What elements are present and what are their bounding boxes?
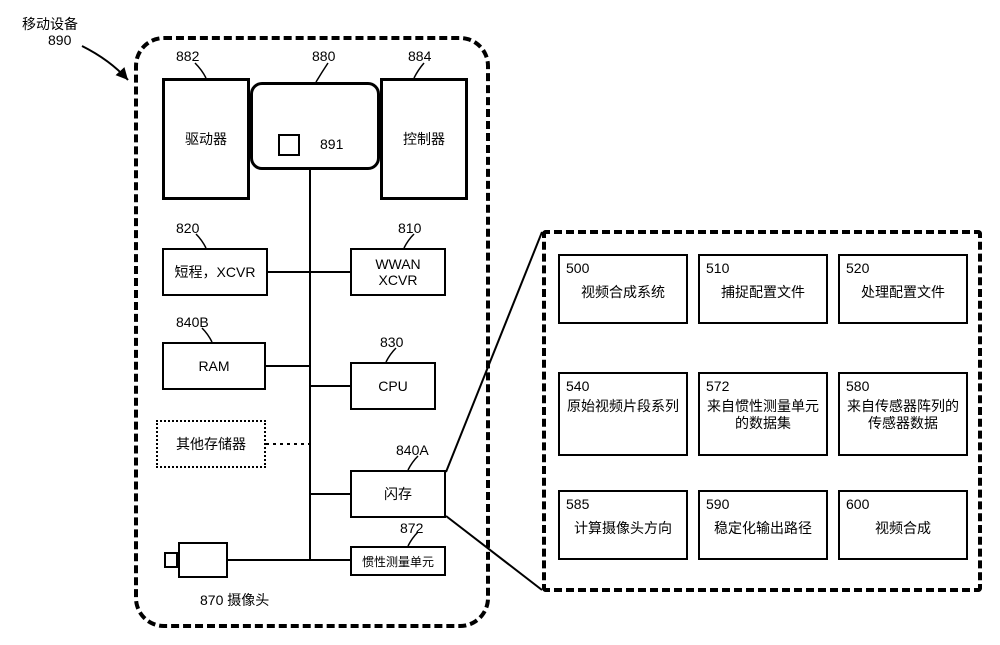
title-ref: 890 <box>48 32 71 48</box>
ref-810: 810 <box>398 220 421 236</box>
label-585: 计算摄像头方向 <box>574 518 672 538</box>
block-540: 540 原始视频片段系列 <box>558 372 688 456</box>
block-585: 585 计算摄像头方向 <box>558 490 688 560</box>
label-600: 视频合成 <box>875 518 931 538</box>
wwan-xcvr-block: WWAN XCVR <box>350 248 446 296</box>
ref-600: 600 <box>846 496 869 512</box>
title-label: 移动设备 <box>22 14 78 34</box>
label-510: 捕捉配置文件 <box>721 282 805 302</box>
ref-520: 520 <box>846 260 869 276</box>
ref-872: 872 <box>400 520 423 536</box>
label-580: 来自传感器阵列的传感器数据 <box>846 398 960 432</box>
label-500: 视频合成系统 <box>581 282 665 302</box>
ref-540: 540 <box>566 378 589 394</box>
block-580: 580 来自传感器阵列的传感器数据 <box>838 372 968 456</box>
controller-block: 控制器 <box>380 78 468 200</box>
wwan-line2: XCVR <box>379 272 418 288</box>
block-510: 510 捕捉配置文件 <box>698 254 828 324</box>
ref-840a: 840A <box>396 442 429 458</box>
ref-500: 500 <box>566 260 589 276</box>
driver-block: 驱动器 <box>162 78 250 200</box>
ref-590: 590 <box>706 496 729 512</box>
block-500: 500 视频合成系统 <box>558 254 688 324</box>
ref-891: 891 <box>320 136 343 152</box>
block-572: 572 来自惯性测量单元的数据集 <box>698 372 828 456</box>
ref-585: 585 <box>566 496 589 512</box>
block-590: 590 稳定化输出路径 <box>698 490 828 560</box>
cpu-block: CPU <box>350 362 436 410</box>
label-572: 来自惯性测量单元的数据集 <box>706 398 820 432</box>
short-range-xcvr-block: 短程，XCVR <box>162 248 268 296</box>
ref-880: 880 <box>312 48 335 64</box>
ref-840b: 840B <box>176 314 209 330</box>
ref-870: 870 <box>200 592 223 608</box>
ref-820: 820 <box>176 220 199 236</box>
ref-882: 882 <box>176 48 199 64</box>
imu-block: 惯性测量单元 <box>350 546 446 576</box>
inner-block <box>278 134 300 156</box>
label-520: 处理配置文件 <box>861 282 945 302</box>
ref-580: 580 <box>846 378 869 394</box>
block-600: 600 视频合成 <box>838 490 968 560</box>
camera-label: 870 摄像头 <box>200 590 269 610</box>
block-520: 520 处理配置文件 <box>838 254 968 324</box>
central-block <box>250 82 380 170</box>
camera-text: 摄像头 <box>227 592 269 608</box>
label-590: 稳定化输出路径 <box>714 518 812 538</box>
ref-830: 830 <box>380 334 403 350</box>
ram-block: RAM <box>162 342 266 390</box>
ref-884: 884 <box>408 48 431 64</box>
flash-block: 闪存 <box>350 470 446 518</box>
ref-510: 510 <box>706 260 729 276</box>
camera-body <box>178 542 228 578</box>
other-memory-block: 其他存储器 <box>156 420 266 468</box>
wwan-line1: WWAN <box>375 256 420 272</box>
label-540: 原始视频片段系列 <box>567 398 679 415</box>
ref-572: 572 <box>706 378 729 394</box>
camera-lens <box>164 552 178 568</box>
